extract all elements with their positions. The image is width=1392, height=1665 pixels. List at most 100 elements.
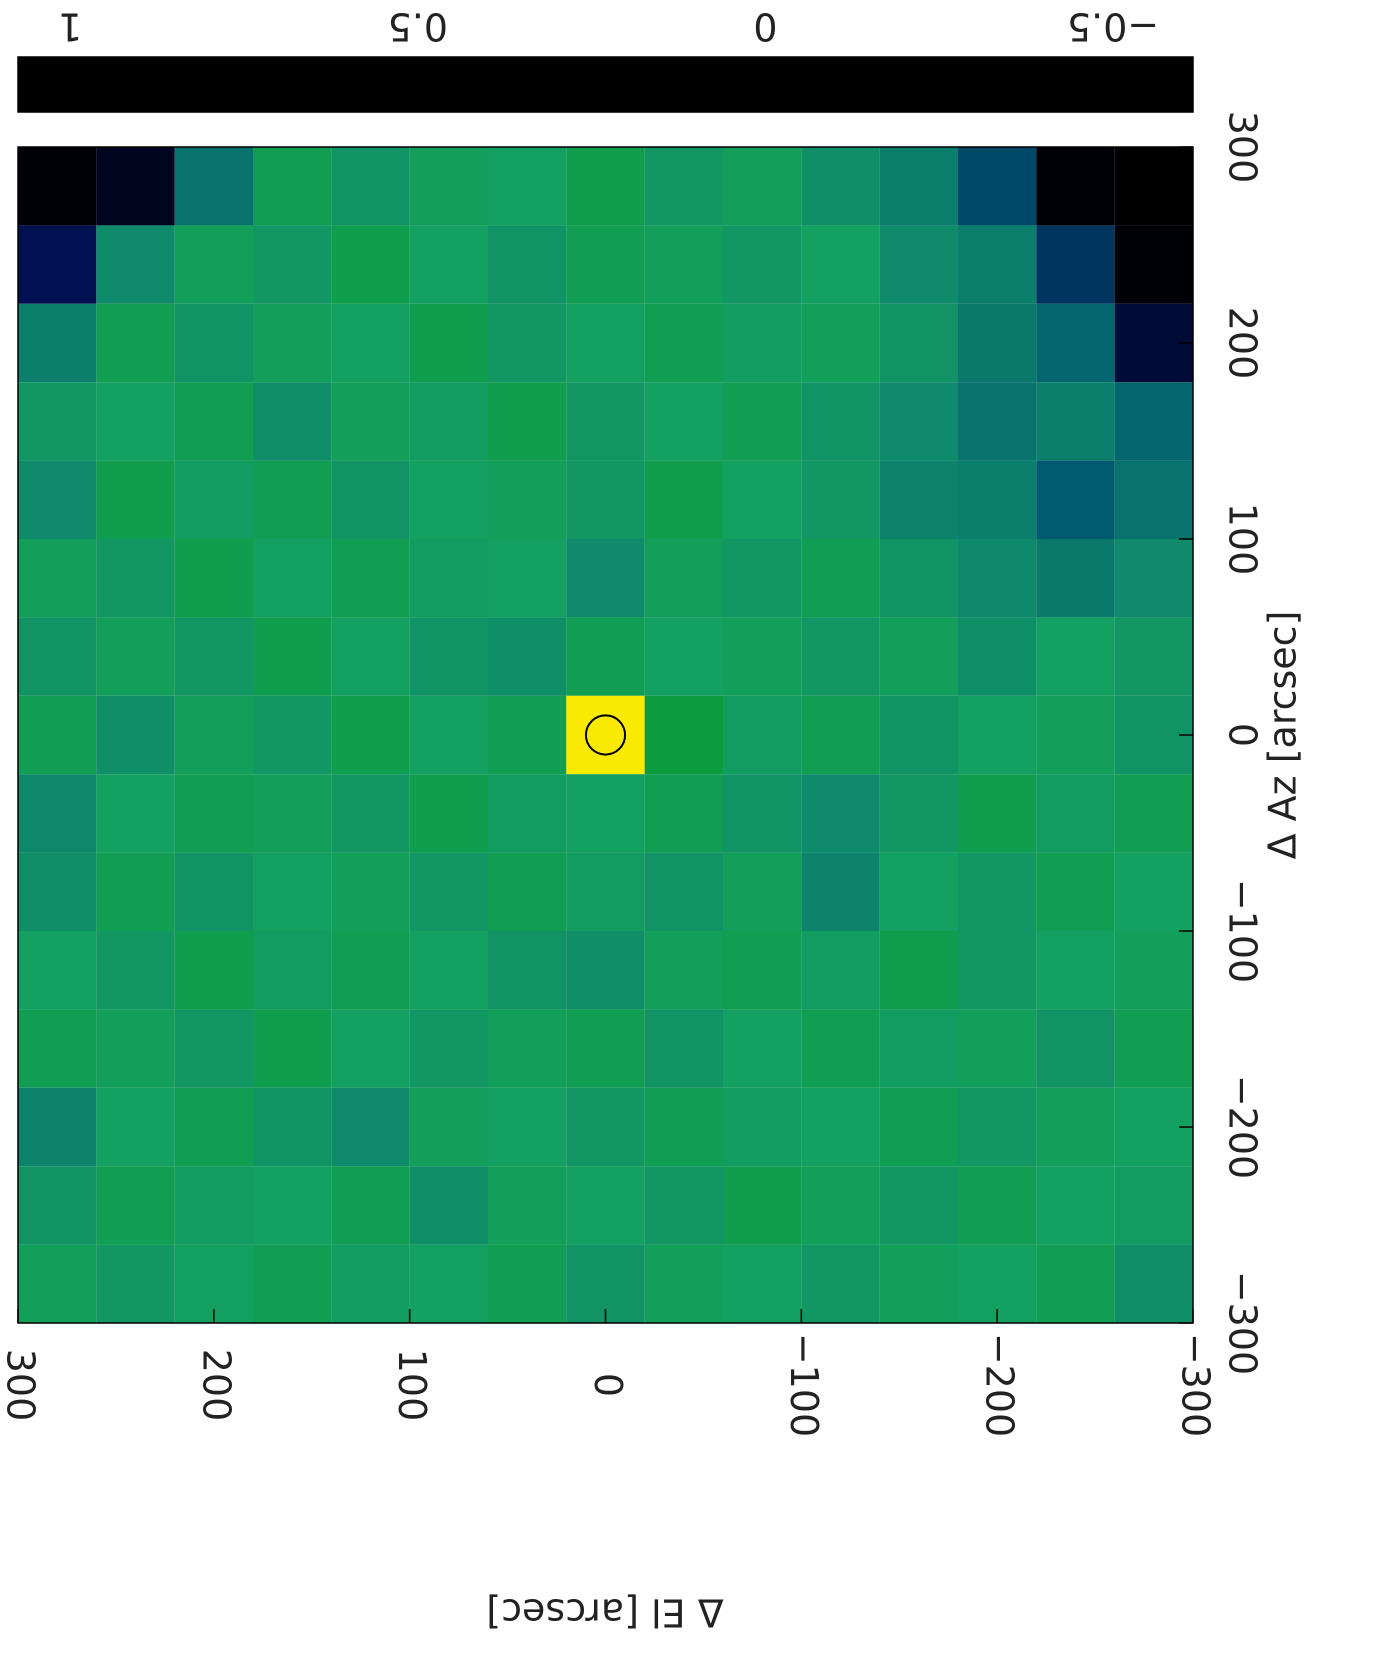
heatmap-cell — [1036, 1009, 1115, 1088]
heatmap-cell — [723, 617, 802, 696]
heatmap-cell — [409, 147, 488, 226]
heatmap-cell — [644, 695, 723, 775]
heatmap-cell — [801, 225, 880, 304]
heatmap-cell — [18, 1087, 97, 1167]
heatmap-cell — [1114, 225, 1193, 304]
heatmap-cell — [18, 617, 97, 696]
x-axis-label: Δ El [arcsec] — [486, 1591, 723, 1635]
y-tick-label: 100 — [1221, 503, 1265, 576]
heatmap-cell — [174, 539, 253, 618]
heatmap-cell — [253, 931, 332, 1010]
heatmap-cell — [801, 774, 880, 853]
x-tick-label: −300 — [1174, 1333, 1218, 1437]
heatmap-cell — [801, 147, 880, 226]
heatmap-cell — [801, 1166, 880, 1245]
heatmap-cell — [253, 303, 332, 383]
heatmap-cell — [1114, 1009, 1193, 1088]
heatmap-cell — [96, 1166, 175, 1245]
heatmap-cell — [331, 774, 410, 853]
heatmap-cell — [879, 147, 958, 226]
heatmap-cell — [1036, 147, 1115, 226]
heatmap-cell — [566, 460, 645, 539]
heatmap-cell — [18, 1166, 97, 1245]
heatmap-cell — [253, 539, 332, 618]
heatmap-cell — [879, 931, 958, 1010]
heatmap-cell — [409, 539, 488, 618]
heatmap-cell — [644, 460, 723, 539]
heatmap-cell — [958, 147, 1037, 226]
heatmap-cell — [566, 1009, 645, 1088]
heatmap-cell — [18, 225, 97, 304]
heatmap-cell — [409, 774, 488, 853]
heatmap-cell — [1036, 931, 1115, 1010]
heatmap-cell — [566, 382, 645, 461]
heatmap-cell — [879, 303, 958, 383]
heatmap-cell — [409, 460, 488, 539]
heatmap-cell — [958, 1087, 1037, 1167]
heatmap-cell — [18, 303, 97, 383]
heatmap-cell — [958, 1166, 1037, 1245]
heatmap-cell — [409, 931, 488, 1010]
heatmap-cell — [723, 852, 802, 931]
heatmap-cell — [96, 303, 175, 383]
heatmap-cell — [488, 1009, 567, 1088]
heatmap-cell — [488, 1087, 567, 1167]
heatmap-cell — [879, 774, 958, 853]
heatmap-cell — [723, 1087, 802, 1167]
x-tick-label: 300 — [0, 1349, 43, 1422]
heatmap-cell — [18, 1244, 97, 1323]
y-axis-label: Δ Az [arcsec] — [1261, 611, 1305, 860]
heatmap-cell — [409, 852, 488, 931]
heatmap-cell — [96, 225, 175, 304]
heatmap-cell — [174, 1087, 253, 1167]
heatmap-cell — [1036, 225, 1115, 304]
heatmap-cell — [1114, 1244, 1193, 1323]
heatmap-cell — [723, 931, 802, 1010]
heatmap-cell — [18, 931, 97, 1010]
heatmap-cell — [723, 695, 802, 775]
heatmap — [18, 147, 1193, 1323]
heatmap-cell — [801, 617, 880, 696]
heatmap-cell — [723, 1166, 802, 1245]
heatmap-cell — [488, 1166, 567, 1245]
heatmap-cell — [644, 617, 723, 696]
heatmap-cell — [409, 382, 488, 461]
y-tick-label: −200 — [1221, 1075, 1265, 1179]
heatmap-cell — [1114, 382, 1193, 461]
heatmap-cell — [879, 617, 958, 696]
heatmap-cell — [331, 931, 410, 1010]
heatmap-cell — [1036, 382, 1115, 461]
heatmap-cell — [409, 617, 488, 696]
heatmap-cell — [18, 774, 97, 853]
heatmap-cell — [174, 931, 253, 1010]
heatmap-cell — [1114, 931, 1193, 1010]
heatmap-cell — [958, 539, 1037, 618]
heatmap-cell — [801, 852, 880, 931]
heatmap-cell — [253, 774, 332, 853]
heatmap-cell — [488, 382, 567, 461]
heatmap-cell — [1114, 539, 1193, 618]
heatmap-cell — [488, 931, 567, 1010]
heatmap-cell — [331, 695, 410, 775]
heatmap-cell — [801, 1009, 880, 1088]
heatmap-cell — [723, 1009, 802, 1088]
colorbar-tick-label: 1 — [58, 5, 82, 49]
heatmap-cell — [253, 382, 332, 461]
heatmap-cell — [253, 147, 332, 226]
heatmap-cell — [879, 539, 958, 618]
heatmap-cell — [801, 460, 880, 539]
heatmap-cell — [644, 1166, 723, 1245]
x-tick-label: 200 — [194, 1349, 238, 1422]
heatmap-cell — [174, 774, 253, 853]
heatmap-cell — [409, 695, 488, 775]
heatmap-cell — [96, 460, 175, 539]
heatmap-cell — [331, 1166, 410, 1245]
heatmap-cell — [1036, 1244, 1115, 1323]
heatmap-cell — [174, 852, 253, 931]
heatmap-cell — [644, 1244, 723, 1323]
heatmap-cell — [488, 303, 567, 383]
heatmap-cell — [1036, 539, 1115, 618]
heatmap-cell — [644, 147, 723, 226]
heatmap-cell — [253, 852, 332, 931]
